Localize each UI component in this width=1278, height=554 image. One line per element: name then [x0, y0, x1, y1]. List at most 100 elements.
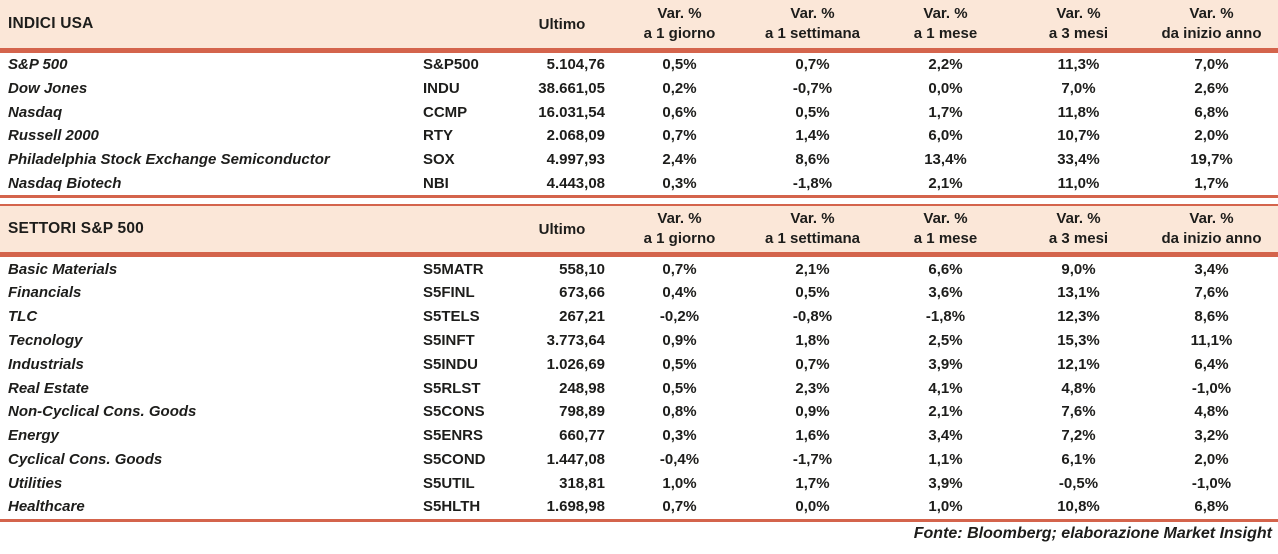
instrument-name: Philadelphia Stock Exchange Semiconducto…: [8, 151, 330, 169]
var-percent-value: 2,4%: [662, 151, 697, 169]
var-1week-column-header: Var. % a 1 settimana: [746, 209, 879, 249]
var-percent-value: 0,9%: [795, 403, 830, 421]
var-percent-value: 11,0%: [1057, 174, 1100, 192]
last-value: 267,21: [559, 308, 605, 326]
ticker-code: S5MATR: [423, 260, 484, 278]
ticker-code: S5ENRS: [423, 427, 484, 445]
var-percent-value: 6,8%: [1194, 103, 1229, 121]
table-title-settori-sp500: SETTORI S&P 500: [8, 220, 144, 238]
var-period-label: a 1 giorno: [643, 230, 716, 248]
ticker-code: RTY: [423, 127, 453, 145]
table-title-indici-usa: INDICI USA: [8, 15, 94, 32]
var-percent-value: 0,7%: [662, 127, 697, 145]
var-percent-value: 8,6%: [1194, 308, 1229, 326]
ticker-code: S5FINL: [423, 284, 475, 302]
ticker-code: S5INDU: [423, 355, 479, 373]
sp500-sectors-body: Basic Materials S5MATR 558,10 0,7% 2,1% 6,6% 9…: [0, 257, 1278, 522]
var-percent-value: 1,0%: [928, 498, 963, 516]
var-percent-value: 0,5%: [795, 284, 830, 302]
var-1month-column-header: Var. % a 1 mese: [879, 4, 1012, 44]
var-percent-value: -0,4%: [659, 450, 700, 468]
instrument-name: Industrials: [8, 355, 84, 373]
ticker-code: S5UTIL: [423, 474, 475, 492]
var-percent-value: 4,1%: [928, 379, 963, 397]
var-percent-value: 10,8%: [1057, 498, 1100, 516]
var-percent-value: -0,8%: [792, 308, 833, 326]
instrument-name: Utilities: [8, 474, 63, 492]
instrument-name: Nasdaq: [8, 103, 63, 121]
table-row: Utilities S5UTIL 318,81 1,0% 1,7% 3,9% -0,5% -1…: [0, 471, 1278, 495]
table-row: Russell 2000 RTY 2.068,09 0,7% 1,4% 6,0% 10,7%…: [0, 124, 1278, 148]
var-label: Var. %: [790, 5, 835, 22]
table-row: Nasdaq Biotech NBI 4.443,08 0,3% -1,8% 2,1% 11…: [0, 171, 1278, 195]
ultimo-column-header: Ultimo: [538, 220, 586, 238]
us-indices-table: INDICI USA Ultimo Var. % a 1 giorno Var.…: [0, 0, 1278, 199]
var-percent-value: 7,2%: [1061, 427, 1096, 445]
instrument-name: Healthcare: [8, 498, 85, 516]
var-period-label: a 1 settimana: [764, 230, 861, 248]
header-double-rule: [0, 48, 1278, 53]
var-percent-value: 6,1%: [1061, 450, 1096, 468]
var-percent-value: 12,3%: [1057, 308, 1100, 326]
var-period-label: da inizio anno: [1161, 230, 1262, 248]
instrument-name: Nasdaq Biotech: [8, 174, 122, 192]
var-percent-value: 13,4%: [924, 151, 967, 169]
var-period-label: a 3 mesi: [1048, 230, 1109, 248]
var-percent-value: 6,4%: [1194, 355, 1229, 373]
var-percent-value: 1,0%: [662, 474, 697, 492]
ticker-code: S5COND: [423, 450, 486, 468]
var-1week-column-header: Var. % a 1 settimana: [746, 4, 879, 44]
var-percent-value: 2,0%: [1194, 127, 1229, 145]
var-percent-value: -0,7%: [792, 80, 833, 98]
instrument-name: S&P 500: [8, 56, 68, 74]
var-label: Var. %: [790, 210, 835, 228]
last-value: 4.443,08: [546, 174, 605, 192]
table-row: Energy S5ENRS 660,77 0,3% 1,6% 3,4% 7,2% 3,2%: [0, 424, 1278, 448]
var-percent-value: 7,6%: [1194, 284, 1229, 302]
ticker-code: CCMP: [423, 103, 468, 121]
var-percent-value: 7,0%: [1194, 56, 1229, 74]
var-percent-value: 0,7%: [795, 355, 830, 373]
ticker-code: S&P500: [423, 56, 479, 74]
var-percent-value: 3,9%: [928, 474, 963, 492]
var-percent-value: -1,8%: [792, 174, 833, 192]
var-label: Var. %: [657, 5, 702, 22]
var-percent-value: 3,2%: [1194, 427, 1229, 445]
var-label: Var. %: [1056, 210, 1101, 228]
ticker-code: S5INFT: [423, 331, 475, 349]
var-percent-value: -0,2%: [659, 308, 700, 326]
sp500-sectors-header-row: SETTORI S&P 500 Ultimo Var. % a 1 giorno…: [0, 204, 1278, 253]
var-percent-value: 7,6%: [1061, 403, 1096, 421]
var-percent-value: -0,5%: [1058, 474, 1099, 492]
var-percent-value: 8,6%: [795, 151, 830, 169]
var-label: Var. %: [1189, 210, 1234, 228]
var-percent-value: 0,7%: [795, 56, 830, 74]
last-value: 2.068,09: [546, 127, 605, 145]
table-row: Philadelphia Stock Exchange Semiconducto…: [0, 148, 1278, 172]
var-percent-value: 11,8%: [1057, 103, 1100, 121]
var-percent-value: 2,2%: [928, 56, 963, 74]
var-percent-value: 0,2%: [662, 80, 697, 98]
var-ytd-column-header: Var. % da inizio anno: [1145, 209, 1278, 249]
var-percent-value: 1,7%: [1194, 174, 1229, 192]
var-label: Var. %: [1056, 5, 1101, 22]
var-percent-value: 0,0%: [928, 80, 963, 98]
var-percent-value: 2,1%: [795, 260, 830, 278]
instrument-name: Real Estate: [8, 379, 89, 397]
var-label: Var. %: [657, 210, 702, 228]
last-value: 1.447,08: [546, 450, 605, 468]
ultimo-column-header: Ultimo: [538, 15, 586, 33]
var-percent-value: 1,7%: [795, 474, 830, 492]
last-value: 38.661,05: [538, 80, 605, 98]
var-percent-value: 3,6%: [928, 284, 963, 302]
var-percent-value: 2,1%: [928, 403, 963, 421]
sp500-sectors-table: SETTORI S&P 500 Ultimo Var. % a 1 giorno…: [0, 204, 1278, 522]
var-percent-value: 3,4%: [928, 427, 963, 445]
var-percent-value: 1,6%: [795, 427, 830, 445]
var-label: Var. %: [923, 5, 968, 22]
var-percent-value: 0,3%: [662, 174, 697, 192]
var-percent-value: 33,4%: [1057, 151, 1100, 169]
var-label: Var. %: [923, 210, 968, 228]
var-percent-value: 2,6%: [1194, 80, 1229, 98]
instrument-name: Cyclical Cons. Goods: [8, 450, 163, 468]
